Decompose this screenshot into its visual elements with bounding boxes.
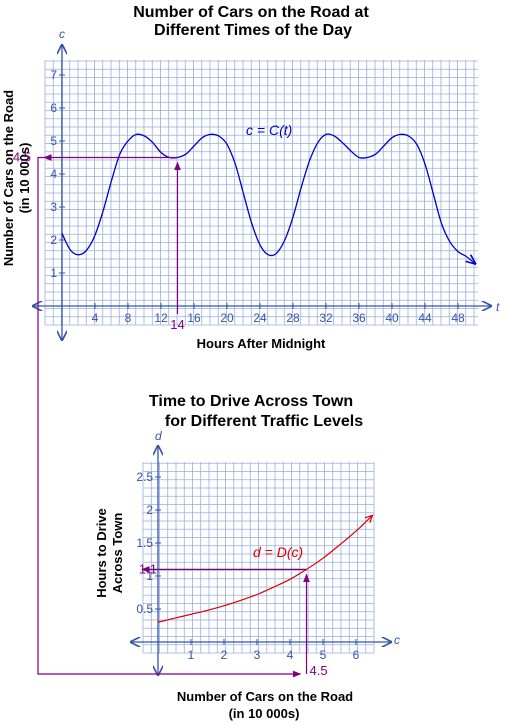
chart2-title-line1: Time to Drive Across Town [149, 393, 353, 410]
chart2-y-tick-labels: 0.5 1 1.5 2 2.5 [136, 470, 161, 616]
chart1: Number of Cars on the Road at Different … [1, 4, 500, 351]
y-tick-label: 4 [50, 167, 57, 181]
chart1-x-tick-labels: 4 8 12 16 20 24 28 32 36 40 44 48 [92, 303, 465, 325]
x-tick-label: 1 [188, 648, 195, 662]
x-tick-label: 40 [385, 311, 399, 325]
chart2-x-axis-name: c [394, 633, 400, 647]
guide-lines: 14 4.5 4.5 1.1 [13, 150, 328, 679]
x-tick-label: 4 [287, 648, 294, 662]
chart2-y-label-line1: Hours to Drive [94, 508, 109, 598]
chart2-curve [157, 514, 373, 623]
x-tick-label: 32 [319, 311, 333, 325]
y-tick-label: 6 [50, 101, 57, 115]
y-tick-label: 2.5 [136, 470, 153, 484]
chart2-x-tick-labels: 1 2 3 4 5 6 [188, 639, 360, 662]
y-tick-label: 1 [50, 266, 57, 280]
chart2-curve-label: d = D(c) [253, 544, 303, 560]
x-tick-label: 28 [286, 311, 300, 325]
x-tick-label: 6 [353, 648, 360, 662]
chart1-y-tick-labels: 1 2 3 4 5 6 7 [50, 68, 65, 280]
x-tick-label: 20 [220, 311, 234, 325]
y-tick-label: 7 [50, 68, 57, 82]
chart2-marked-y-label: 1.1 [139, 561, 157, 576]
x-tick-label: 48 [451, 311, 465, 325]
y-tick-label: 2 [146, 503, 153, 517]
x-tick-label: 12 [154, 311, 168, 325]
chart1-marked-x-label: 14 [170, 317, 184, 332]
chart2-title-line2: for Different Traffic Levels [165, 413, 363, 430]
chart1-curve-label: c = C(t) [246, 122, 292, 138]
x-tick-label: 3 [254, 648, 261, 662]
y-tick-label: 1.5 [136, 536, 153, 550]
chart1-x-label: Hours After Midnight [197, 336, 326, 351]
chart2-x-label-line1: Number of Cars on the Road [177, 689, 353, 704]
chart2-y-label-line2: Across Town [110, 513, 125, 594]
chart1-marked-y-label: 4.5 [13, 150, 31, 165]
chart2-marked-x-label: 4.5 [310, 663, 328, 678]
x-tick-label: 4 [92, 311, 99, 325]
chart1-x-axis-name: t [496, 300, 500, 314]
y-tick-label: 5 [50, 134, 57, 148]
x-tick-label: 16 [187, 311, 201, 325]
chart2: Time to Drive Across Town for Different … [94, 393, 400, 721]
chart2-x-label-line2: (in 10 000s) [229, 706, 300, 721]
chart2-curve-arrowhead [364, 514, 374, 523]
chart1-title-line2: Different Times of the Day [154, 22, 352, 39]
y-tick-label: 0.5 [136, 602, 153, 616]
chart1-title-line1: Number of Cars on the Road at [133, 4, 369, 21]
chart2-y-axis-name: d [155, 429, 162, 443]
chart1-curve [61, 133, 475, 263]
y-tick-label: 1 [146, 569, 153, 583]
x-tick-label: 44 [418, 311, 432, 325]
guide-link-between-charts [37, 156, 302, 678]
chart1-grid [44, 60, 478, 326]
chart1-y-label-line2: (in 10 000s) [17, 143, 32, 214]
x-tick-label: 8 [125, 311, 132, 325]
x-tick-label: 2 [221, 648, 228, 662]
chart1-y-axis-name: c [59, 27, 65, 41]
y-tick-label: 3 [50, 200, 57, 214]
x-tick-label: 24 [253, 311, 267, 325]
chart1-y-label-line1: Number of Cars on the Road [1, 90, 16, 266]
x-tick-label: 5 [320, 648, 327, 662]
y-tick-label: 2 [50, 233, 57, 247]
x-tick-label: 36 [352, 311, 366, 325]
